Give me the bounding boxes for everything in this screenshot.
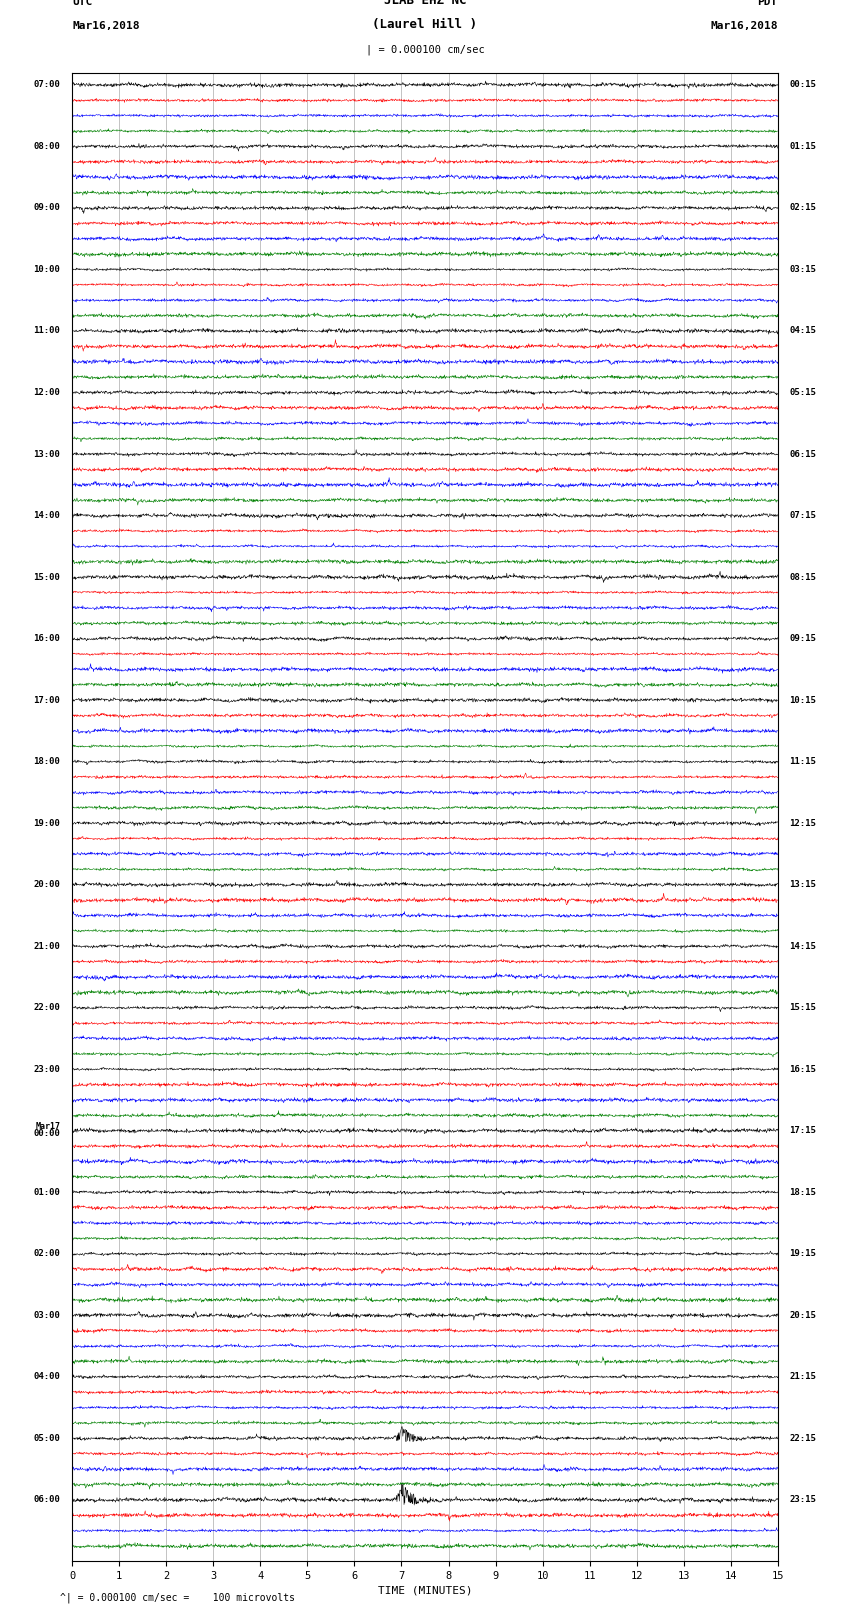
Text: 19:15: 19:15	[790, 1250, 816, 1258]
Text: 01:00: 01:00	[34, 1187, 60, 1197]
Text: 10:00: 10:00	[34, 265, 60, 274]
Text: 04:15: 04:15	[790, 326, 816, 336]
Text: 01:15: 01:15	[790, 142, 816, 152]
Text: 15:00: 15:00	[34, 573, 60, 582]
Text: 17:00: 17:00	[34, 695, 60, 705]
Text: 09:00: 09:00	[34, 203, 60, 213]
Text: 00:00: 00:00	[34, 1129, 60, 1137]
Text: 21:15: 21:15	[790, 1373, 816, 1381]
Text: 06:15: 06:15	[790, 450, 816, 458]
Text: 19:00: 19:00	[34, 819, 60, 827]
X-axis label: TIME (MINUTES): TIME (MINUTES)	[377, 1586, 473, 1595]
Text: 02:15: 02:15	[790, 203, 816, 213]
Text: 12:00: 12:00	[34, 389, 60, 397]
Text: 02:00: 02:00	[34, 1250, 60, 1258]
Text: 16:15: 16:15	[790, 1065, 816, 1074]
Text: 17:15: 17:15	[790, 1126, 816, 1136]
Text: 06:00: 06:00	[34, 1495, 60, 1505]
Text: 16:00: 16:00	[34, 634, 60, 644]
Text: PDT: PDT	[757, 0, 778, 6]
Text: (Laurel Hill ): (Laurel Hill )	[372, 18, 478, 31]
Text: 22:15: 22:15	[790, 1434, 816, 1444]
Text: ^| = 0.000100 cm/sec =    100 microvolts: ^| = 0.000100 cm/sec = 100 microvolts	[60, 1592, 294, 1603]
Text: 12:15: 12:15	[790, 819, 816, 827]
Text: 20:15: 20:15	[790, 1311, 816, 1319]
Text: 11:00: 11:00	[34, 326, 60, 336]
Text: 07:15: 07:15	[790, 511, 816, 519]
Text: 18:15: 18:15	[790, 1187, 816, 1197]
Text: 22:00: 22:00	[34, 1003, 60, 1013]
Text: | = 0.000100 cm/sec: | = 0.000100 cm/sec	[366, 44, 484, 55]
Text: 23:15: 23:15	[790, 1495, 816, 1505]
Text: Mar16,2018: Mar16,2018	[711, 21, 778, 31]
Text: JLAB EHZ NC: JLAB EHZ NC	[383, 0, 467, 6]
Text: 05:00: 05:00	[34, 1434, 60, 1444]
Text: 03:00: 03:00	[34, 1311, 60, 1319]
Text: 09:15: 09:15	[790, 634, 816, 644]
Text: 00:15: 00:15	[790, 81, 816, 89]
Text: 05:15: 05:15	[790, 389, 816, 397]
Text: 08:15: 08:15	[790, 573, 816, 582]
Text: 14:00: 14:00	[34, 511, 60, 519]
Text: 03:15: 03:15	[790, 265, 816, 274]
Text: UTC: UTC	[72, 0, 93, 6]
Text: 20:00: 20:00	[34, 881, 60, 889]
Text: 08:00: 08:00	[34, 142, 60, 152]
Text: Mar16,2018: Mar16,2018	[72, 21, 139, 31]
Text: Mar17: Mar17	[36, 1123, 60, 1131]
Text: 13:15: 13:15	[790, 881, 816, 889]
Text: 15:15: 15:15	[790, 1003, 816, 1013]
Text: 13:00: 13:00	[34, 450, 60, 458]
Text: 11:15: 11:15	[790, 756, 816, 766]
Text: 21:00: 21:00	[34, 942, 60, 950]
Text: 07:00: 07:00	[34, 81, 60, 89]
Text: 14:15: 14:15	[790, 942, 816, 950]
Text: 04:00: 04:00	[34, 1373, 60, 1381]
Text: 23:00: 23:00	[34, 1065, 60, 1074]
Text: 18:00: 18:00	[34, 756, 60, 766]
Text: 10:15: 10:15	[790, 695, 816, 705]
